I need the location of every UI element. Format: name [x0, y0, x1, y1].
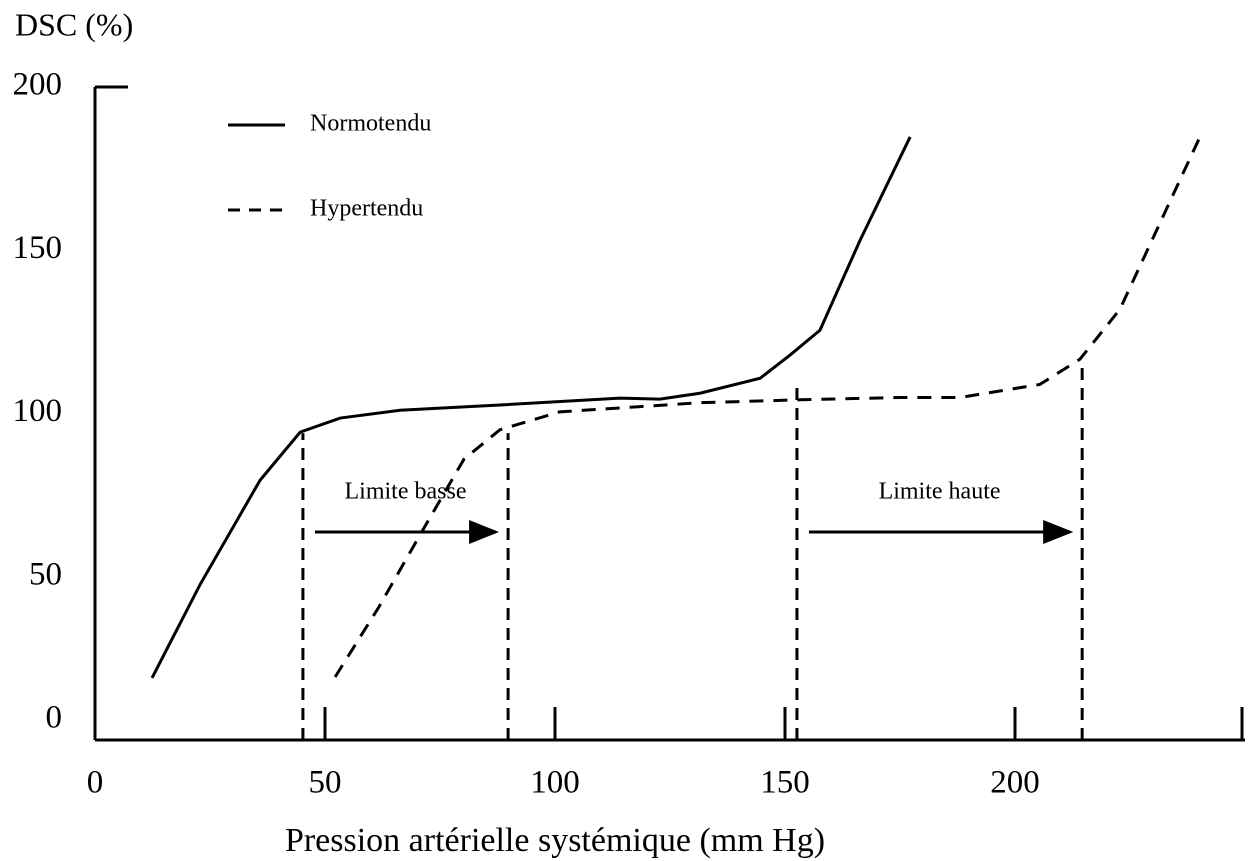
y-axis-label: DSC (%)	[15, 6, 133, 42]
y-tick-label: 0	[46, 700, 63, 736]
y-tick-label: 100	[13, 393, 63, 429]
legend-label: Normotendu	[310, 111, 431, 137]
x-tick-label: 100	[530, 765, 580, 801]
line	[333, 136, 1202, 678]
y-tick-label: 200	[13, 67, 63, 103]
legend-label: Hypertendu	[310, 196, 423, 222]
x-tick-label: 150	[760, 765, 810, 801]
y-tick-label: 50	[29, 556, 62, 592]
x-axis-label: Pression artérielle systémique (mm Hg)	[285, 822, 825, 859]
line	[150, 136, 912, 679]
y-tick-label: 150	[13, 230, 63, 266]
limit-label: Limite basse	[345, 479, 467, 505]
x-tick-label: 50	[309, 765, 342, 801]
x-tick-label: 0	[87, 765, 104, 801]
limit-label: Limite haute	[879, 479, 1001, 505]
x-tick-label: 200	[990, 765, 1040, 801]
